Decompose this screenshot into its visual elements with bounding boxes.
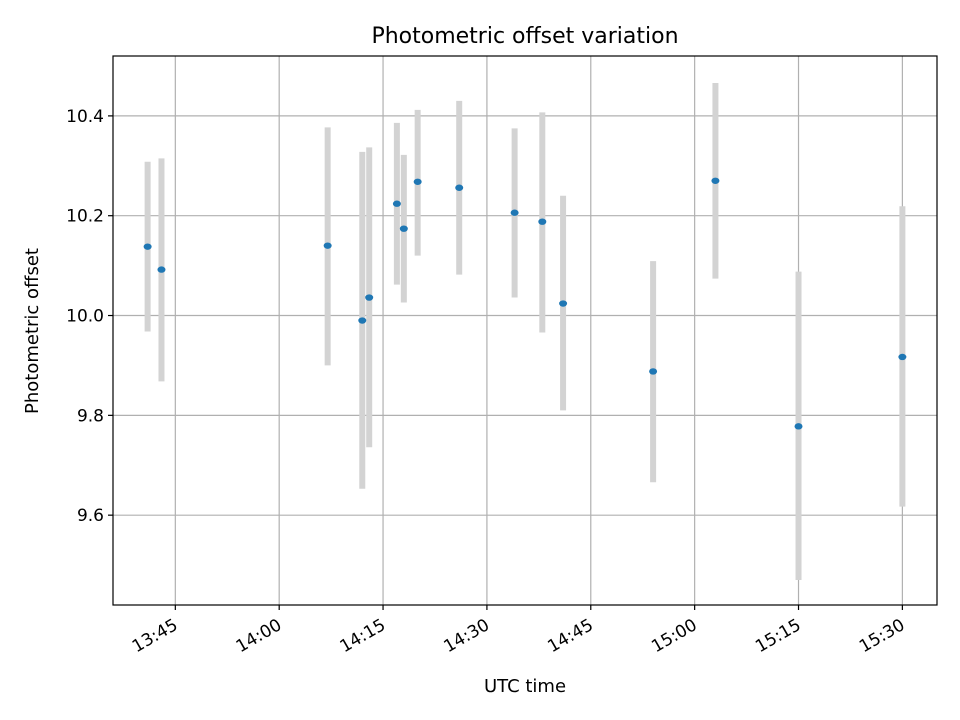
data-point [455,184,464,191]
data-point [649,368,658,375]
y-tick-label: 10.0 [66,307,104,327]
y-tick-label: 10.4 [66,107,104,127]
data-point [323,242,332,249]
data-point [358,317,367,324]
data-point [413,178,422,185]
data-point [510,209,519,216]
data-point [365,294,374,301]
chart-title: Photometric offset variation [371,24,678,49]
y-axis-ticks: 9.6 9.8 10.0 10.2 10.4 [66,107,113,526]
data-point [157,266,166,273]
data-point [898,353,907,361]
y-tick-label: 9.8 [77,406,104,426]
y-tick-label: 10.2 [66,207,104,227]
plot-frame [112,55,938,606]
y-axis-label: Photometric offset [22,248,43,414]
data-point [711,177,720,184]
y-tick-label: 9.6 [77,506,104,526]
data-point [392,200,401,207]
data-point [538,218,547,225]
data-point [399,225,408,232]
data-point [794,423,803,430]
data-points [143,177,907,430]
data-point [143,243,152,250]
data-point [559,300,568,307]
x-axis-label: UTC time [484,676,566,697]
